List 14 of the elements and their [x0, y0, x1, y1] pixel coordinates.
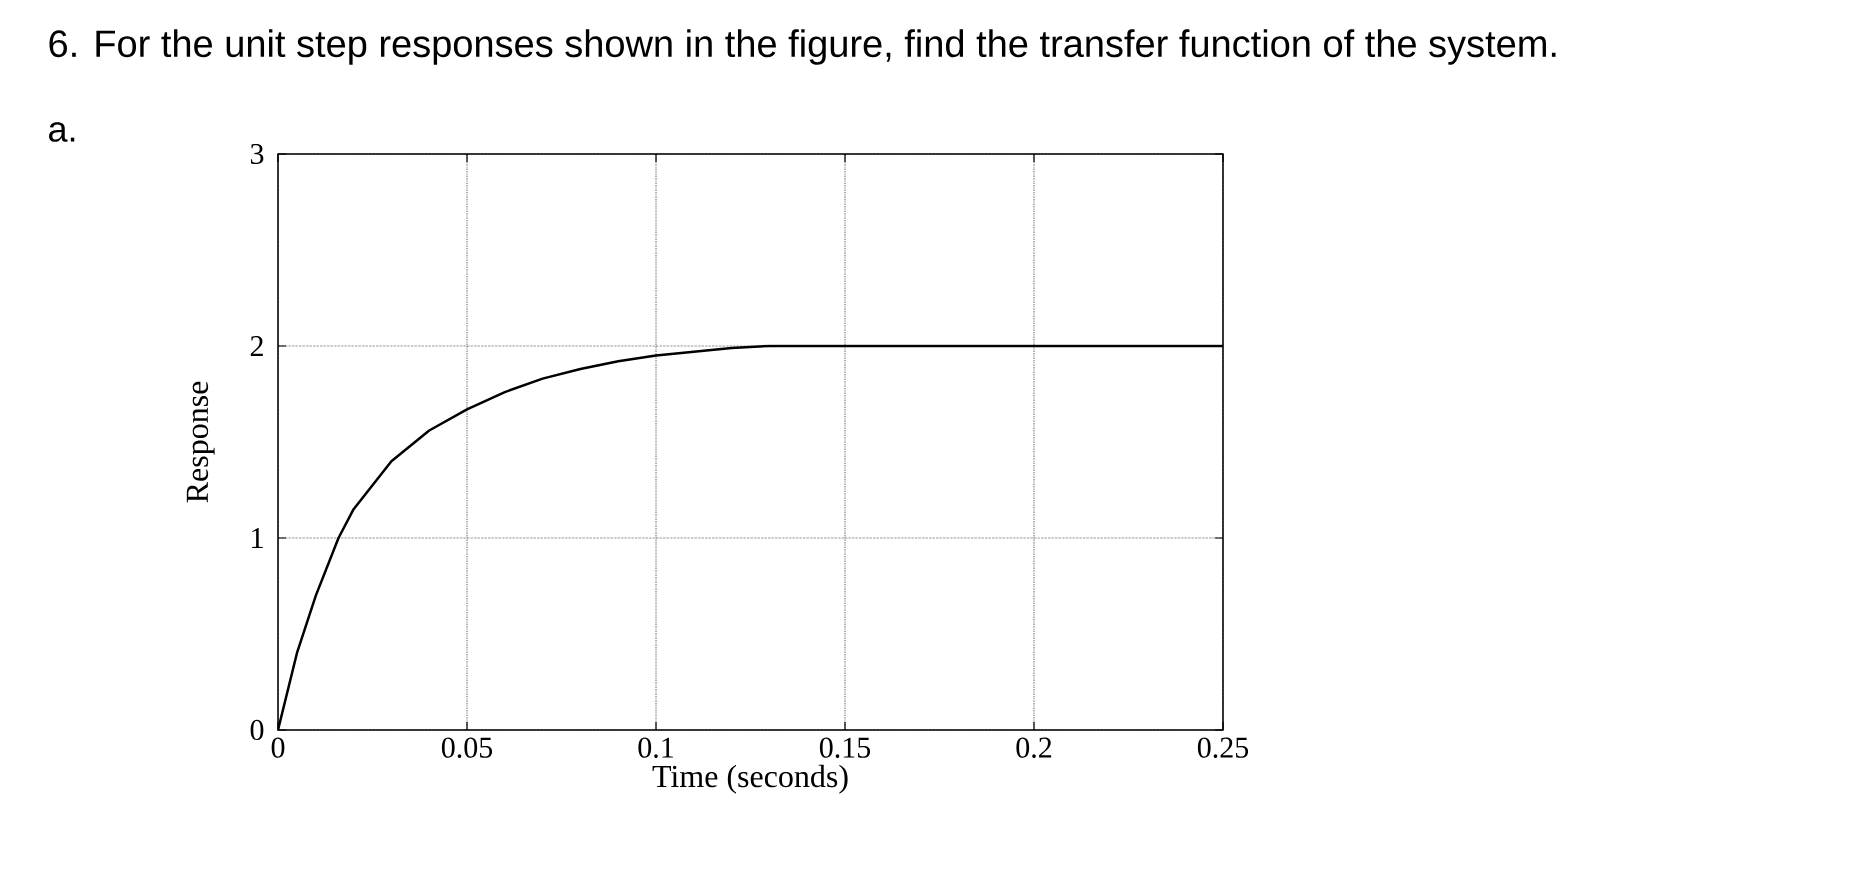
chart-title: 6. For the unit step responses shown in the figure, find the transfer function of the system. — [49, 29, 1556, 65]
y-axis-title: Response — [186, 381, 215, 503]
text: a. — [49, 122, 75, 142]
x-tick-label: 0.25 — [1197, 737, 1249, 758]
x-axis-title: Time (seconds) — [652, 764, 848, 794]
y-tick-label: 1 — [252, 528, 263, 548]
y-tick-label: 2 — [250, 336, 263, 356]
x-tick-label: 0.05 — [441, 737, 493, 758]
x-tick-label: 0.15 — [819, 737, 871, 758]
y-tick-label: 3 — [250, 143, 264, 165]
y-tick-label: 0 — [250, 719, 264, 741]
x-tick-label: 0 — [271, 737, 285, 758]
x-tick-label: 0.1 — [638, 737, 673, 758]
x-tick-label: 0.2 — [1016, 737, 1052, 758]
